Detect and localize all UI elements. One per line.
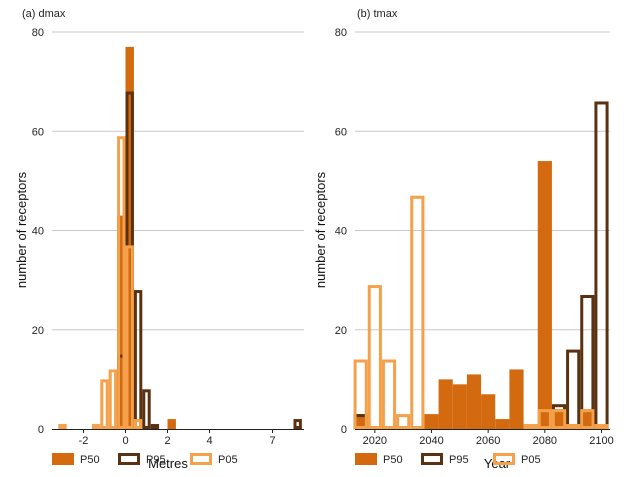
legend-tmax: P50 P95 P05 (355, 453, 541, 466)
y-tick-label-tmax: 60 (335, 126, 347, 138)
bar-p95 (142, 389, 151, 429)
x-tick-label-tmax: 2100 (589, 435, 613, 447)
bar-p50 (424, 414, 439, 429)
bar-p95 (580, 295, 595, 430)
y-axis-label-tmax: number of receptors (313, 171, 328, 288)
legend-dmax: P50 P95 P05 (52, 453, 238, 466)
y-tick-label-dmax: 60 (32, 126, 44, 138)
x-tick-label-tmax: 2060 (476, 435, 500, 447)
x-tick-label-dmax: 7 (269, 435, 275, 447)
bar-p05 (551, 409, 567, 429)
y-tick-label-dmax: 40 (32, 226, 44, 238)
legend-swatch-p05 (190, 453, 212, 465)
panel-title-tmax: (b) tmax (357, 8, 398, 20)
bar-p50 (495, 419, 510, 429)
legend-label-p05: P05 (521, 454, 541, 466)
legend-swatch-p50 (52, 453, 74, 465)
bar-p05 (108, 369, 118, 430)
y-tick-label-tmax: 80 (335, 27, 347, 39)
bar-p05 (566, 424, 581, 430)
y-tick-label-dmax: 20 (32, 325, 44, 337)
bar-p50 (353, 414, 368, 429)
y-tick-label-tmax: 40 (335, 226, 347, 238)
bar-p50 (167, 419, 176, 429)
bar-p50 (580, 409, 595, 429)
bar-p50 (551, 409, 567, 429)
x-tick-label-tmax: 2080 (533, 435, 557, 447)
x-axis-label-dmax: Metres (148, 456, 188, 471)
bar-p05 (125, 245, 134, 429)
bar-p05 (58, 424, 67, 430)
x-tick-label-dmax: 0 (122, 435, 128, 447)
y-axis-label-dmax: number of receptors (14, 171, 29, 288)
legend-label-p50: P50 (383, 454, 403, 466)
panel-title-dmax: (a) dmax (22, 8, 66, 20)
bar-p05 (396, 414, 411, 429)
bar-p05 (381, 359, 397, 429)
bar-p95 (293, 419, 302, 430)
bar-p50 (438, 379, 453, 429)
legend-label-p95: P95 (449, 454, 469, 466)
panel-tmax: (b) tmax number of receptors Year 020406… (313, 8, 614, 471)
bar-p50 (466, 374, 482, 429)
legend-swatch-p50 (355, 453, 377, 465)
legend-swatch-p95 (421, 453, 443, 465)
bar-p95 (566, 349, 581, 430)
bar-p95 (150, 424, 160, 430)
bar-p05 (537, 409, 552, 429)
bar-p05 (580, 409, 595, 429)
bar-p05 (353, 359, 368, 429)
legend-swatch-p95 (118, 453, 140, 465)
bar-p05 (523, 424, 538, 430)
bar-p50 (509, 369, 524, 429)
bar-p05 (117, 136, 126, 429)
legend-swatch-p05 (493, 453, 515, 465)
panel-dmax: (a) dmax number of receptors Metres 0204… (14, 8, 304, 471)
bar-p50 (537, 161, 552, 429)
x-tick-label-dmax: 4 (206, 435, 212, 447)
bar-p05 (91, 424, 101, 430)
y-tick-label-tmax: 20 (335, 325, 347, 337)
x-tick-label-dmax: 2 (164, 435, 170, 447)
bar-p95 (133, 290, 143, 429)
legend-label-p95: P95 (146, 454, 166, 466)
legend-label-p05: P05 (218, 454, 238, 466)
legend-label-p50: P50 (80, 454, 100, 466)
bar-p95 (594, 101, 609, 429)
bar-p50 (481, 394, 496, 429)
x-tick-label-tmax: 2040 (419, 435, 443, 447)
bar-p50 (452, 384, 467, 429)
bar-p05 (367, 285, 382, 429)
x-tick-label-dmax: -2 (79, 435, 89, 447)
x-tick-label-tmax: 2020 (363, 435, 387, 447)
bar-p05 (100, 379, 109, 429)
y-tick-label-dmax: 80 (32, 27, 44, 39)
bar-p05 (410, 195, 425, 429)
bar-p50 (117, 215, 126, 429)
y-tick-label-tmax: 0 (341, 424, 347, 436)
bar-p50 (125, 46, 134, 429)
bar-p05 (594, 424, 609, 430)
bar-p05 (133, 419, 143, 430)
y-tick-label-dmax: 0 (38, 424, 44, 436)
